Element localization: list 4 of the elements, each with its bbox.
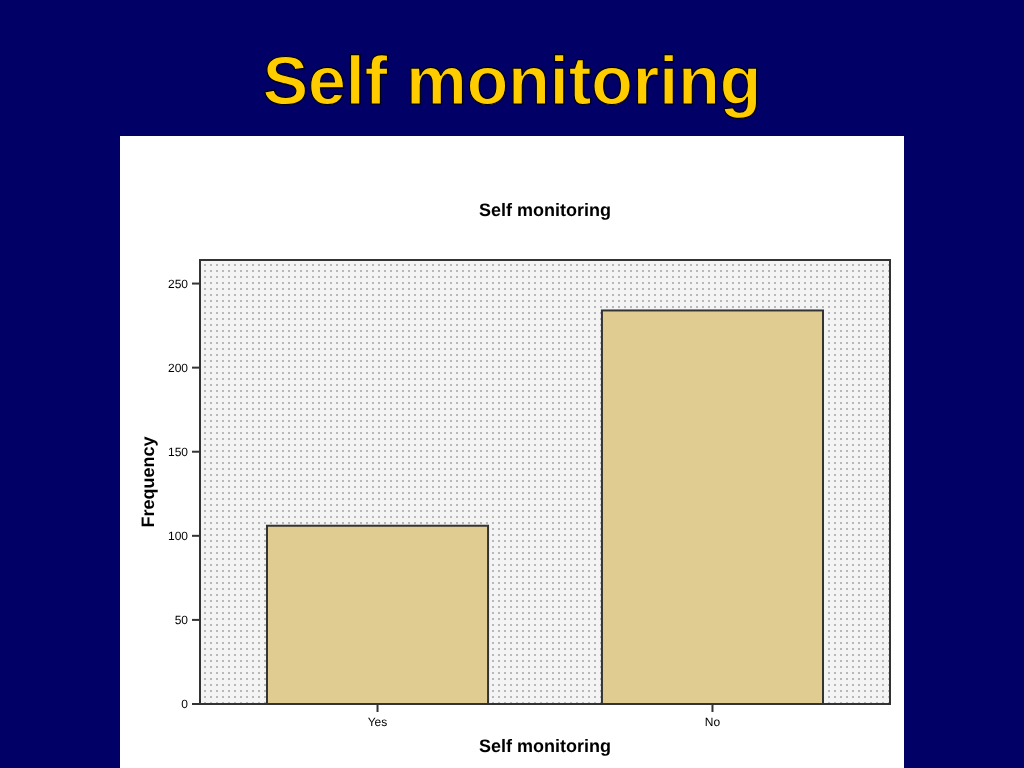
chart-subtitle: Self monitoring xyxy=(479,200,611,220)
y-axis-title: Frequency xyxy=(138,436,158,528)
x-axis-title: Self monitoring xyxy=(479,736,611,756)
chart-title: Self monitoring xyxy=(262,44,762,120)
